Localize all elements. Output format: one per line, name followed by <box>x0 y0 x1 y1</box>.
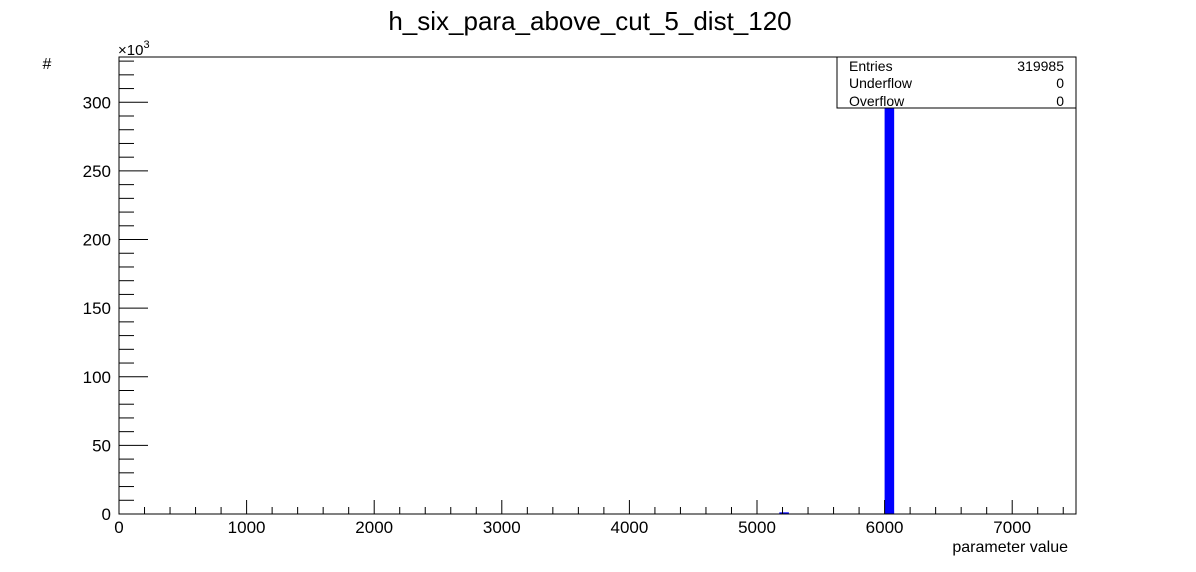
y-tick-label: 200 <box>83 231 111 250</box>
y-tick-label: 250 <box>83 162 111 181</box>
x-tick-label: 4000 <box>610 518 648 537</box>
bars-layer <box>779 76 895 515</box>
stats-underflow-label: Underflow <box>849 75 913 91</box>
y-axis-label: # <box>43 56 52 73</box>
y-tick-label: 150 <box>83 299 111 318</box>
multiplier-times: × <box>118 42 127 59</box>
chart-title: h_six_para_above_cut_5_dist_120 <box>388 6 791 36</box>
x-tick-label: 6000 <box>866 518 904 537</box>
y-tick-label: 300 <box>83 93 111 112</box>
stats-entries-label: Entries <box>849 58 893 74</box>
x-tick-label: 0 <box>114 518 123 537</box>
stats-overflow-value: 0 <box>1056 93 1064 109</box>
plot-frame <box>118 56 1077 515</box>
x-tick-label: 7000 <box>993 518 1031 537</box>
stats-entries-value: 319985 <box>1017 58 1064 74</box>
y-axis-multiplier: ×103 <box>118 39 150 59</box>
stats-box-frame <box>836 56 1077 109</box>
multiplier-exponent: 3 <box>143 39 149 51</box>
stats-overflow-label: Overflow <box>849 93 905 109</box>
histogram-bar-0 <box>779 512 789 514</box>
axes-layer: 0 1000 2000 3000 4000 5000 6000 700005010015020… <box>83 56 1077 537</box>
stats-underflow-value: 0 <box>1056 75 1064 91</box>
multiplier-base: 10 <box>127 42 144 59</box>
x-tick-label: 2000 <box>355 518 393 537</box>
x-axis-label: parameter value <box>952 539 1068 556</box>
svg-text:×103: ×103 <box>118 39 150 59</box>
x-tick-label: 1000 <box>228 518 266 537</box>
histogram-bar-1 <box>884 76 895 515</box>
stats-box: Entries 319985 Underflow 0 Overflow 0 <box>836 56 1077 109</box>
y-tick-label: 50 <box>92 436 111 455</box>
x-tick-label: 5000 <box>738 518 776 537</box>
y-tick-label: 100 <box>83 368 111 387</box>
x-tick-label: 3000 <box>483 518 521 537</box>
y-tick-label: 0 <box>102 505 111 524</box>
